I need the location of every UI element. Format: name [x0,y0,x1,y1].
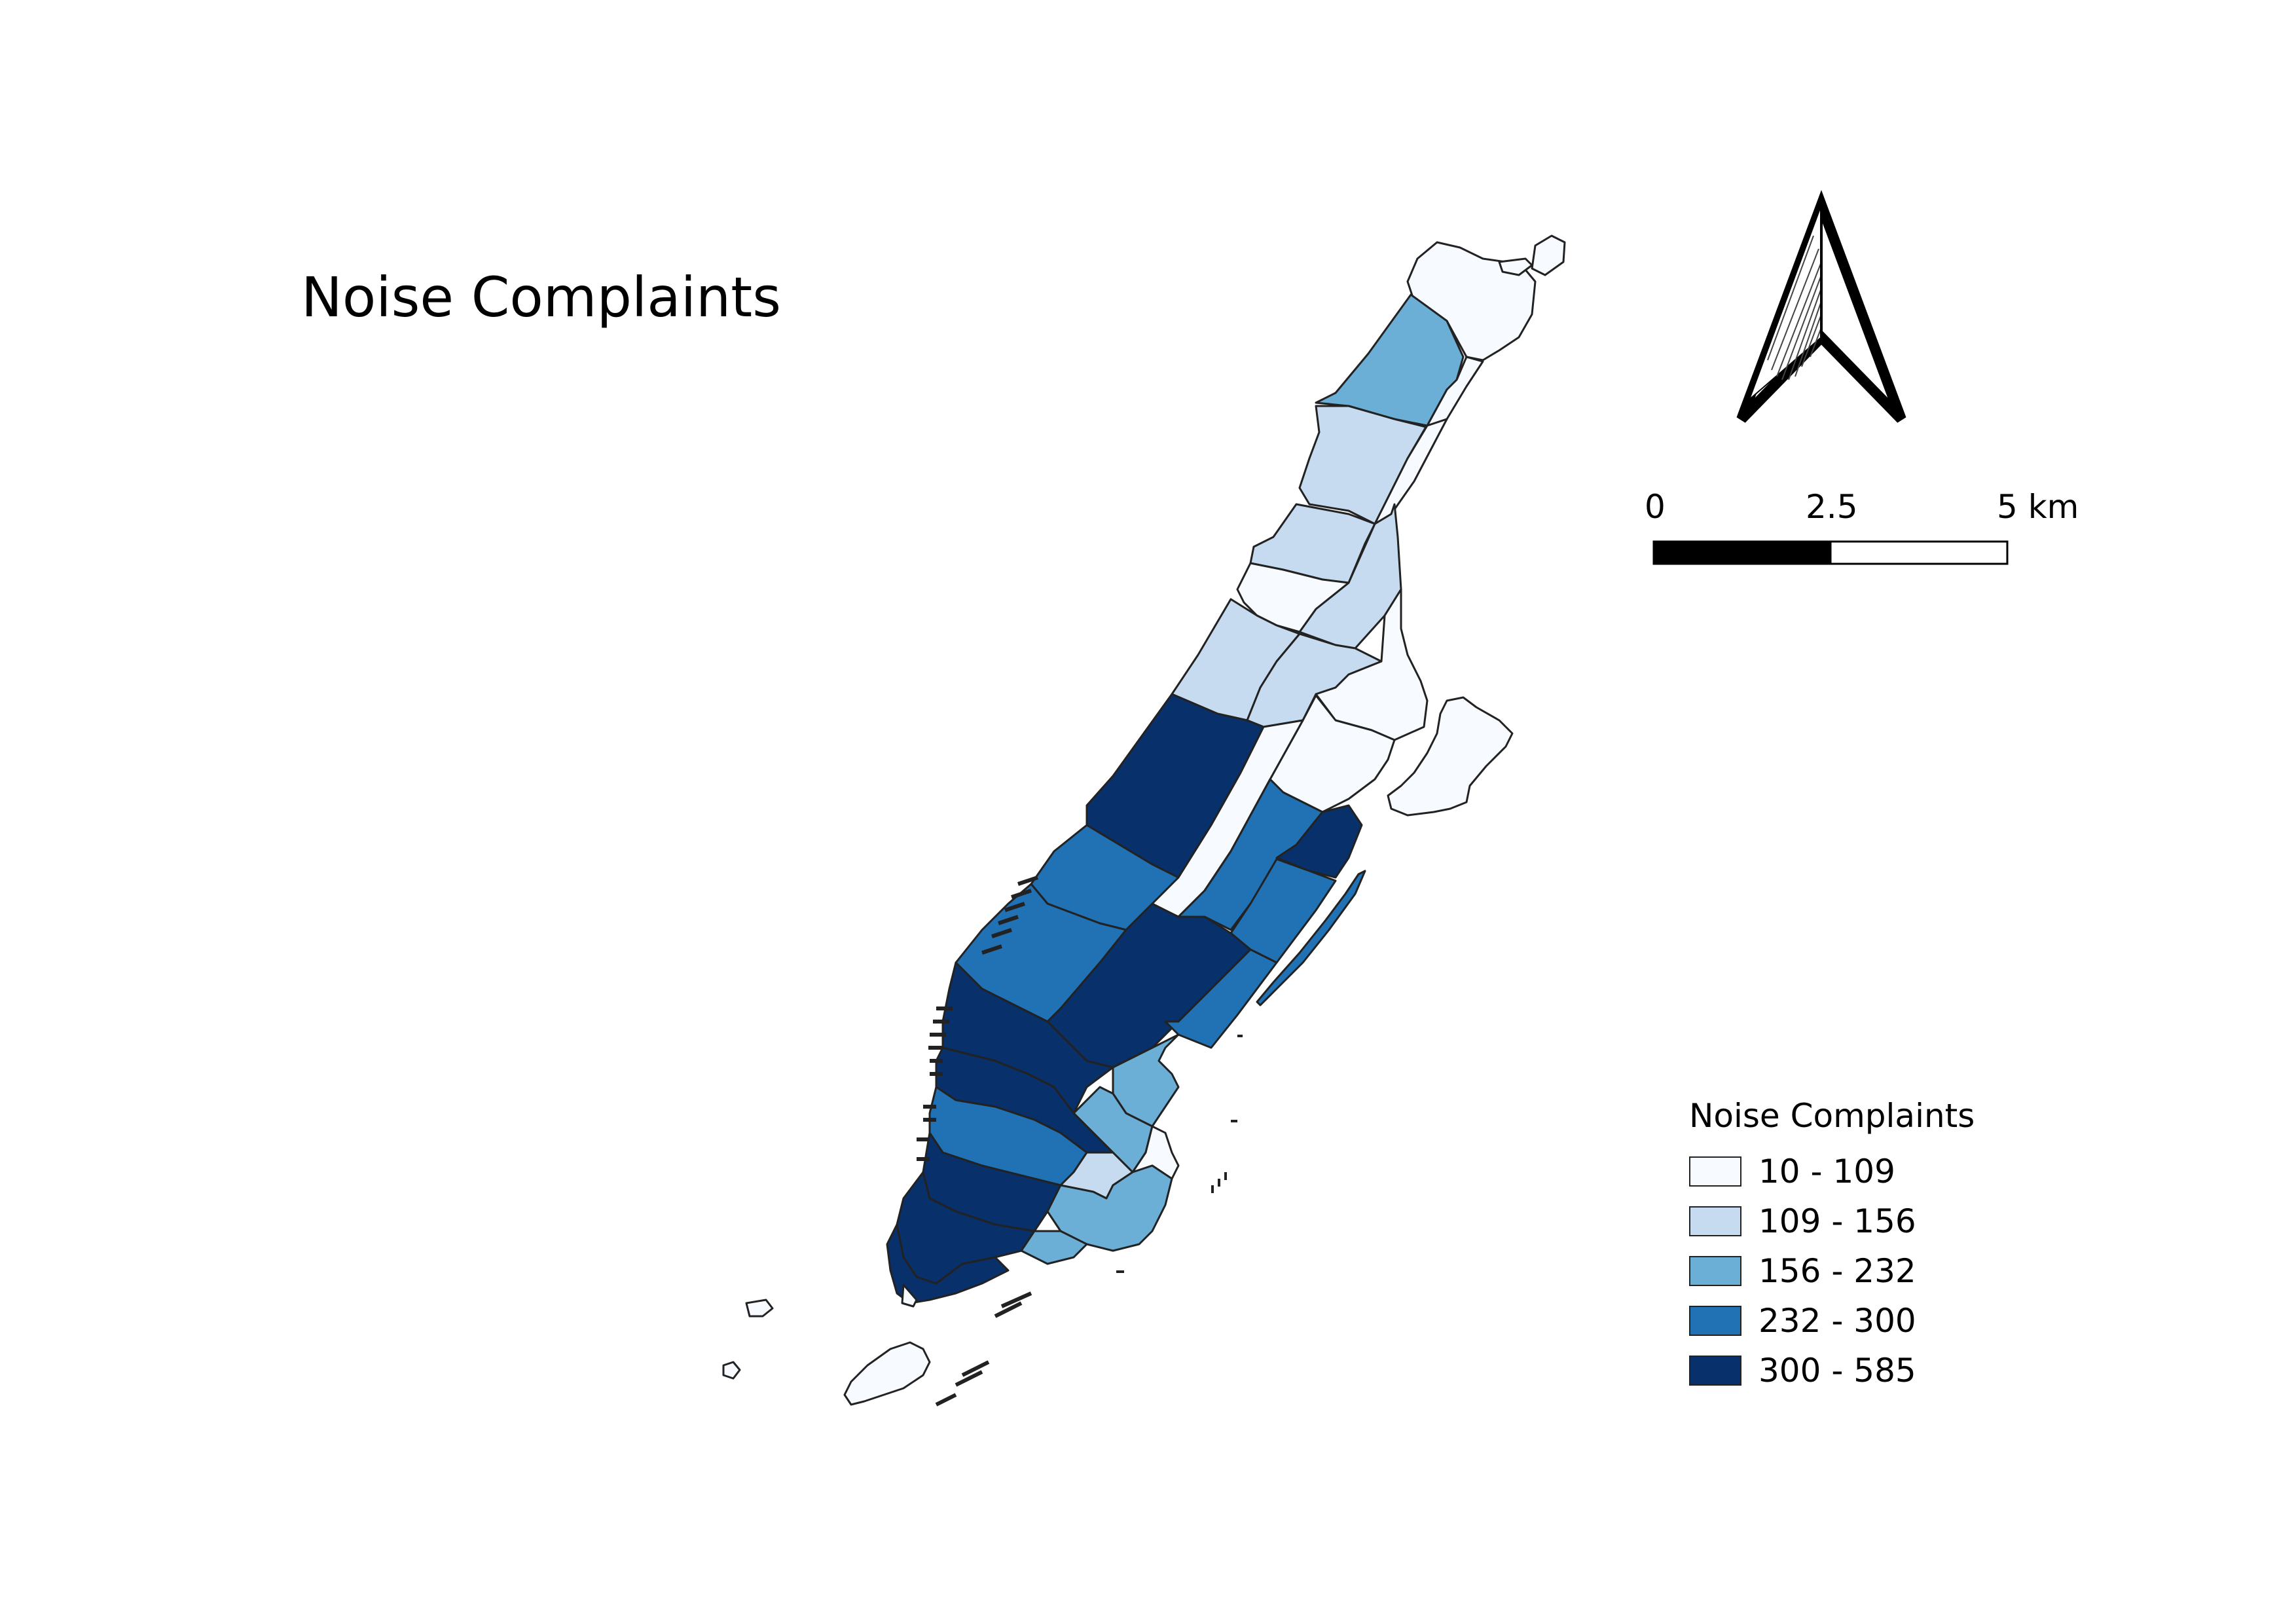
legend-label: 300 - 585 [1758,1352,1916,1390]
district-roosevelt-island [1256,870,1366,1006]
legend-item: 232 - 300 [1689,1296,1975,1346]
district-governors-island [843,1341,931,1406]
district-randalls-island [1387,696,1514,817]
district-battery-tip [901,1283,918,1308]
north-arrow-icon [1736,190,1906,423]
legend-label: 232 - 300 [1758,1302,1916,1340]
district-battery [886,1223,1010,1304]
legend-swatch [1689,1256,1741,1286]
scale-label-0: 0 [1645,488,1666,526]
legend-item: 156 - 232 [1689,1246,1975,1296]
legend-label: 156 - 232 [1758,1252,1916,1290]
district-chinatown [1020,1230,1088,1265]
scale-bar [1652,540,2009,565]
legend-swatch [1689,1306,1741,1336]
scale-label-2-5: 2.5 [1806,488,1858,526]
district-ellis-island [722,1361,741,1380]
legend-item: 109 - 156 [1689,1196,1975,1246]
legend-item: 300 - 585 [1689,1346,1975,1395]
legend-swatch [1689,1206,1741,1236]
district-turtle-bay [1164,948,1278,1049]
pier-lines [917,876,1038,1407]
small-marks [1116,1035,1243,1273]
legend-swatch [1689,1356,1741,1386]
legend-title: Noise Complaints [1689,1097,1975,1135]
district-yorkville [1275,804,1363,879]
legend-label: 109 - 156 [1758,1202,1916,1240]
district-liberty-island [745,1299,774,1318]
district-marble-hill [1498,257,1533,276]
legend: Noise Complaints 10 - 109 109 - 156 156 … [1689,1097,1975,1395]
legend-label: 10 - 109 [1758,1153,1895,1190]
legend-swatch [1689,1156,1741,1187]
district-manhattanville [1236,562,1350,633]
scale-label-5km: 5 km [1997,488,2079,526]
legend-item: 10 - 109 [1689,1147,1975,1196]
map-title: Noise Complaints [301,265,781,329]
district-spuyten [1531,234,1566,276]
